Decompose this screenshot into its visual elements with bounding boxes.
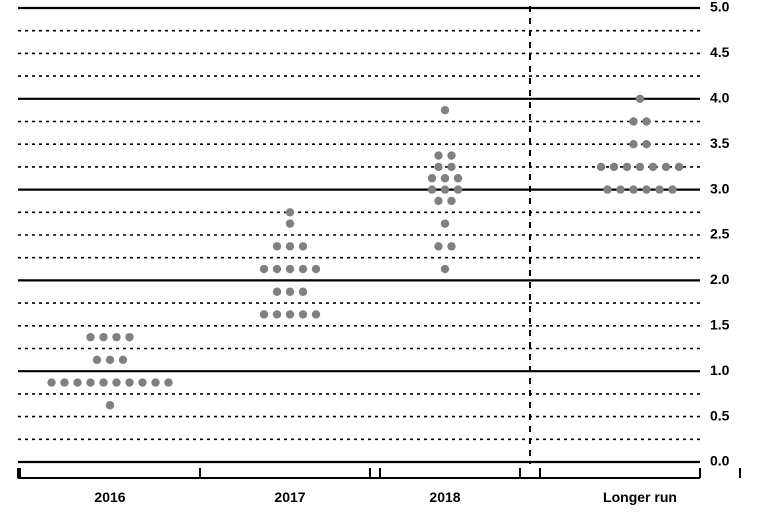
data-dot	[662, 163, 670, 171]
data-dot	[151, 378, 159, 386]
x-axis-label: 2017	[274, 489, 305, 505]
data-dot	[273, 288, 281, 296]
y-tick-label: 1.0	[710, 362, 730, 378]
data-dot	[299, 288, 307, 296]
data-dot	[447, 151, 455, 159]
data-dot	[441, 174, 449, 182]
data-dot	[286, 265, 294, 273]
data-dot	[655, 185, 663, 193]
x-axis-label: 2016	[94, 489, 125, 505]
data-dot	[106, 401, 114, 409]
y-tick-label: 0.0	[710, 453, 730, 469]
data-dot	[60, 378, 68, 386]
data-dot	[454, 174, 462, 182]
y-tick-label: 2.0	[710, 271, 730, 287]
data-dot	[93, 356, 101, 364]
data-dot	[260, 265, 268, 273]
data-dot	[286, 208, 294, 216]
data-dot	[447, 242, 455, 250]
data-dot	[616, 185, 624, 193]
data-dot	[649, 163, 657, 171]
data-dot	[434, 163, 442, 171]
data-dot	[138, 378, 146, 386]
data-dot	[434, 151, 442, 159]
data-dot	[434, 242, 442, 250]
data-dot	[603, 185, 611, 193]
data-dot	[629, 185, 637, 193]
data-dot	[164, 378, 172, 386]
data-dot	[597, 163, 605, 171]
data-dot	[642, 140, 650, 148]
data-dot	[441, 265, 449, 273]
data-dot	[47, 378, 55, 386]
y-tick-label: 2.5	[710, 226, 730, 242]
data-dot	[629, 140, 637, 148]
y-tick-label: 3.5	[710, 135, 730, 151]
data-dot	[642, 185, 650, 193]
data-dot	[610, 163, 618, 171]
y-tick-label: 4.0	[710, 90, 730, 106]
x-axis-label: Longer run	[603, 489, 677, 505]
data-dot	[286, 219, 294, 227]
data-dot	[668, 185, 676, 193]
data-dot	[299, 242, 307, 250]
y-tick-label: 1.5	[710, 317, 730, 333]
y-tick-label: 0.5	[710, 407, 730, 423]
data-dot	[86, 333, 94, 341]
data-dot	[642, 117, 650, 125]
y-tick-label: 5.0	[710, 0, 730, 15]
data-dot	[441, 185, 449, 193]
data-dot	[299, 265, 307, 273]
data-dot	[623, 163, 631, 171]
data-dot	[286, 288, 294, 296]
data-dot	[86, 378, 94, 386]
data-dot	[454, 185, 462, 193]
data-dot	[273, 242, 281, 250]
y-tick-label: 4.5	[710, 44, 730, 60]
data-dot	[447, 163, 455, 171]
data-dot	[675, 163, 683, 171]
data-dot	[447, 197, 455, 205]
y-tick-label: 3.0	[710, 180, 730, 196]
data-dot	[99, 378, 107, 386]
data-dot	[312, 310, 320, 318]
dot-plot-chart: 0.0 0.5 1.0 1.5 2.0 2.5 3.0 3.5 4.0 4.5 5.0 2016 201…	[0, 0, 762, 518]
data-dot	[434, 197, 442, 205]
data-dot	[286, 242, 294, 250]
data-dot	[428, 174, 436, 182]
data-dot	[441, 219, 449, 227]
data-dot	[286, 310, 294, 318]
data-dot	[428, 185, 436, 193]
data-dot	[636, 163, 644, 171]
data-dot	[299, 310, 307, 318]
data-dot	[273, 310, 281, 318]
data-dot	[119, 356, 127, 364]
data-dot	[260, 310, 268, 318]
data-dot	[106, 356, 114, 364]
data-dot	[73, 378, 81, 386]
data-dot	[273, 265, 281, 273]
data-dot	[312, 265, 320, 273]
data-dot	[99, 333, 107, 341]
data-dot	[636, 95, 644, 103]
data-dot	[125, 333, 133, 341]
data-dot	[441, 106, 449, 114]
data-dot	[629, 117, 637, 125]
data-dot	[125, 378, 133, 386]
data-dot	[112, 333, 120, 341]
data-dot	[112, 378, 120, 386]
x-axis-label: 2018	[429, 489, 460, 505]
